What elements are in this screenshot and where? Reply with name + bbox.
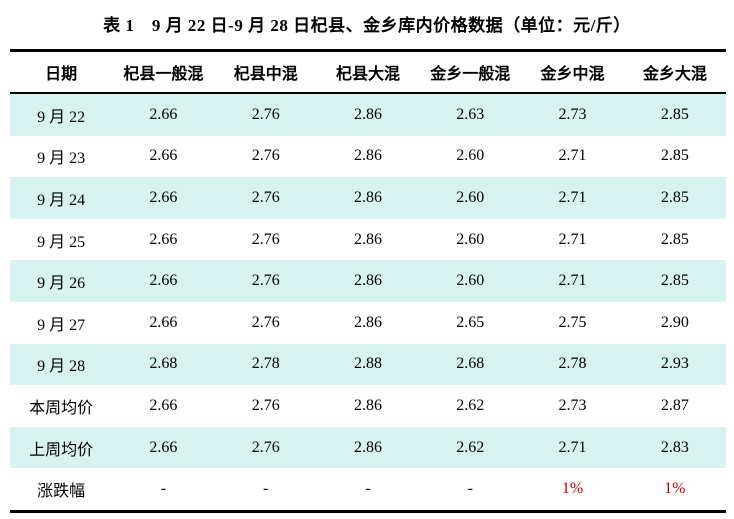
price-cell: -: [263, 480, 269, 498]
date-cell: 涨跌幅: [37, 483, 86, 501]
price-cell: 2.78: [558, 355, 587, 373]
price-cell: 2.76: [251, 438, 280, 456]
price-cell: 2.71: [558, 230, 587, 248]
price-cell: 2.76: [251, 230, 280, 248]
price-cell: 2.71: [558, 438, 587, 456]
price-cell: 2.62: [456, 438, 485, 456]
table-title: 表 1 9 月 22 日-9 月 28 日杞县、金乡库内价格数据（单位：元/斤）: [103, 16, 631, 35]
price-cell: 2.76: [251, 147, 280, 165]
price-cell: 2.60: [456, 147, 485, 165]
price-cell: -: [160, 480, 167, 498]
price-cell: 2.85: [660, 272, 689, 290]
table-row: 9 月 26 2.66 2.76 2.86 2.60 2.71 2.85: [10, 260, 726, 302]
price-cell: 2.66: [149, 396, 178, 414]
price-cell: 2.93: [660, 355, 689, 373]
price-cell: 2.86: [353, 188, 382, 206]
date-cell: 9 月 25: [37, 233, 86, 251]
price-cell: 2.76: [251, 396, 280, 414]
price-cell: 2.88: [353, 355, 382, 373]
price-cell: 2.71: [558, 272, 587, 290]
price-cell: 2.60: [456, 188, 485, 206]
price-cell: 2.86: [353, 396, 382, 414]
price-cell: 2.86: [353, 105, 382, 123]
header-jinxiang-general: 金乡一般混: [430, 66, 511, 83]
price-cell: 2.73: [558, 105, 587, 123]
price-cell: 2.76: [251, 313, 280, 331]
price-cell: 2.87: [660, 396, 689, 414]
date-cell: 9 月 28: [37, 358, 86, 376]
price-cell: 2.85: [660, 230, 689, 248]
price-cell: 2.76: [251, 272, 280, 290]
price-cell: 2.86: [353, 438, 382, 456]
price-cell: 2.76: [251, 188, 280, 206]
price-cell: -: [365, 480, 371, 498]
price-cell: 2.66: [149, 438, 178, 456]
price-cell: 2.66: [149, 105, 178, 123]
price-cell: 2.86: [353, 147, 382, 165]
header-qixian-large: 杞县大混: [335, 66, 400, 83]
price-cell: 2.71: [558, 188, 587, 206]
price-cell: 2.73: [558, 396, 587, 414]
table-row: 上周均价 2.66 2.76 2.86 2.62 2.71 2.83: [10, 426, 726, 469]
price-cell: 2.90: [660, 313, 689, 331]
price-cell: 2.75: [558, 313, 587, 331]
price-cell: 2.85: [660, 105, 689, 123]
table-row: 9 月 23 2.66 2.76 2.86 2.60 2.71 2.85: [10, 136, 726, 178]
date-cell: 上周均价: [29, 441, 94, 459]
price-cell: 2.66: [149, 188, 178, 206]
table-row: 9 月 25 2.66 2.76 2.86 2.60 2.71 2.85: [10, 219, 726, 261]
table-body: 9 月 22 2.66 2.76 2.86 2.63 2.73 2.85 9 月 23 2.66…: [10, 94, 726, 510]
price-cell: 2.63: [456, 105, 485, 123]
header-divider-rule: [10, 92, 726, 94]
price-cell: 2.71: [558, 147, 587, 165]
price-cell: 2.66: [149, 230, 178, 248]
price-cell: 2.83: [660, 438, 689, 456]
price-cell: -: [467, 480, 473, 498]
table-row: 9 月 24 2.66 2.76 2.86 2.60 2.71 2.85: [10, 177, 726, 219]
date-cell: 9 月 24: [37, 191, 86, 209]
price-cell: 2.86: [353, 313, 382, 331]
price-cell: 1%: [561, 480, 584, 498]
date-cell: 9 月 27: [37, 316, 86, 334]
table-row: 涨跌幅 - - - - 1% 1%: [10, 468, 726, 510]
date-cell: 本周均价: [29, 399, 94, 417]
price-table: 日期 杞县一般混 杞县中混 杞县大混 金乡一般混 金乡中混 金乡大混 9 月 2…: [10, 49, 726, 513]
price-cell: 2.85: [660, 147, 689, 165]
price-cell: 2.68: [456, 355, 485, 373]
price-cell: 2.76: [251, 105, 280, 123]
table-header-row: 日期 杞县一般混 杞县中混 杞县大混 金乡一般混 金乡中混 金乡大混: [10, 52, 726, 92]
date-cell: 9 月 23: [37, 150, 86, 168]
header-qixian-general: 杞县一般混: [123, 66, 204, 83]
table-row: 9 月 27 2.66 2.76 2.86 2.65 2.75 2.90: [10, 302, 726, 344]
price-cell: 2.60: [456, 272, 485, 290]
price-cell: 2.85: [660, 188, 689, 206]
top-border-rule: [10, 49, 726, 52]
date-cell: 9 月 26: [37, 275, 86, 293]
table-row: 9 月 22 2.66 2.76 2.86 2.63 2.73 2.85: [10, 94, 726, 136]
price-cell: 2.68: [149, 355, 178, 373]
header-jinxiang-medium: 金乡中混: [540, 66, 605, 83]
date-cell: 9 月 22: [37, 108, 86, 126]
price-cell: 2.65: [456, 313, 485, 331]
price-cell: 2.66: [149, 147, 178, 165]
price-cell: 2.86: [353, 272, 382, 290]
price-cell: 1%: [664, 480, 686, 498]
price-cell: 2.78: [251, 355, 280, 373]
price-cell: 2.62: [456, 396, 485, 414]
header-date: 日期: [45, 66, 78, 83]
table-row: 9 月 28 2.68 2.78 2.88 2.68 2.78 2.93: [10, 343, 726, 386]
table-row: 本周均价 2.66 2.76 2.86 2.62 2.73 2.87: [10, 385, 726, 427]
bottom-border-rule: [10, 509, 726, 513]
header-qixian-medium: 杞县中混: [233, 66, 298, 83]
price-cell: 2.66: [149, 313, 178, 331]
price-cell: 2.60: [456, 230, 485, 248]
price-cell: 2.86: [353, 230, 382, 248]
price-cell: 2.66: [149, 272, 178, 290]
header-jinxiang-large: 金乡大混: [642, 66, 707, 83]
